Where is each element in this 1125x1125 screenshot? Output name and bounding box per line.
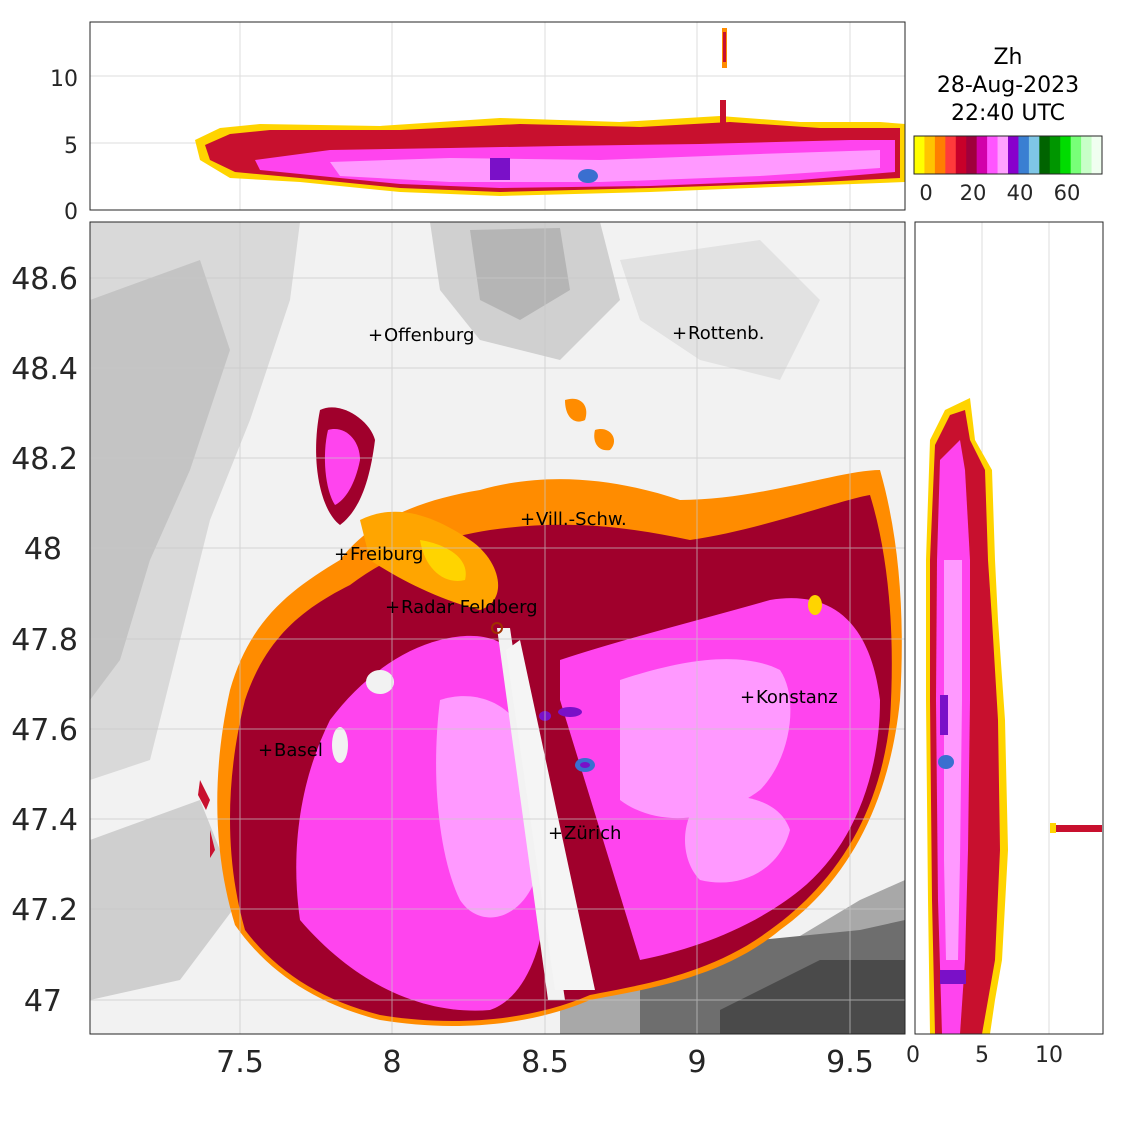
x-tick-label: 9.5 (826, 1045, 874, 1080)
city-markers: + Offenburg + Rottenb. + Vill.-Schw. + Freib… (258, 323, 838, 844)
colorbar-swatch (976, 136, 988, 174)
right-frame (914, 221, 1104, 1035)
colorbar-swatch (934, 136, 946, 174)
svg-text:+: + (548, 823, 563, 844)
colorbar: Zh 28-Aug-2023 22:40 UTC 0 20 40 60 (913, 45, 1103, 205)
x-tick-label: 8.5 (521, 1045, 569, 1080)
top-section-panel: 10 5 0 (50, 21, 906, 225)
colorbar-swatch (1081, 136, 1093, 174)
right-section-echo (926, 398, 1102, 1034)
map-y-axis: 48.6 48.4 48.2 48 47.8 47.6 47.4 47.2 47 (11, 262, 78, 1019)
colorbar-tick-label: 20 (960, 181, 987, 205)
colorbar-tick-label: 60 (1054, 181, 1081, 205)
right-x-tick-label: 5 (975, 1043, 989, 1068)
radar-echo (198, 398, 902, 1026)
city-label-basel: Basel (274, 740, 323, 761)
city-marker: + Vill.-Schw. (520, 509, 627, 530)
svg-text:+: + (672, 323, 687, 344)
y-tick-label: 47 (24, 984, 62, 1019)
top-section-echo (195, 28, 905, 196)
colorbar-swatch (1049, 136, 1061, 174)
colorbar-swatch (987, 136, 999, 174)
colorbar-swatch (1060, 136, 1072, 174)
y-tick-label: 48.4 (11, 352, 78, 387)
x-tick-label: 8 (382, 1045, 401, 1080)
colorbar-swatch (914, 136, 925, 174)
right-x-tick-label: 10 (1035, 1043, 1063, 1068)
colorbar-swatches (914, 136, 1103, 174)
colorbar-swatch (1028, 136, 1040, 174)
y-tick-label: 47.6 (11, 713, 78, 748)
colorbar-swatch (966, 136, 978, 174)
y-tick-label: 48.2 (11, 442, 78, 477)
colorbar-swatch (997, 136, 1009, 174)
y-tick-label: 47.8 (11, 623, 78, 658)
colorbar-title-time: 22:40 UTC (951, 101, 1065, 126)
city-marker: + Offenburg (368, 325, 474, 346)
colorbar-title-date: 28-Aug-2023 (937, 73, 1079, 98)
city-label-rottenburg: Rottenb. (688, 323, 764, 344)
right-section-panel: 0 5 10 (906, 221, 1104, 1068)
colorbar-swatch (1018, 136, 1030, 174)
top-frame (89, 21, 906, 211)
map-panel: + Offenburg + Rottenb. + Vill.-Schw. + Freib… (11, 221, 906, 1080)
y-tick-label: 48 (24, 532, 62, 567)
city-marker: + Rottenb. (672, 323, 764, 344)
y-tick-label: 47.4 (11, 803, 78, 838)
city-marker: + Freiburg (334, 544, 423, 565)
right-x-tick-label: 0 (906, 1043, 920, 1068)
map-x-axis: 7.5 8 8.5 9 9.5 (216, 1045, 874, 1080)
colorbar-frame (913, 135, 1103, 175)
map-frame (89, 221, 906, 1035)
svg-text:+: + (258, 740, 273, 761)
svg-text:+: + (385, 597, 400, 618)
y-tick-label: 48.6 (11, 262, 78, 297)
svg-text:+: + (334, 544, 349, 565)
top-y-tick-label: 10 (50, 67, 78, 92)
colorbar-swatch (1008, 136, 1019, 174)
colorbar-swatch (1091, 136, 1103, 174)
terrain-background (90, 222, 905, 1034)
colorbar-tick-label: 40 (1007, 181, 1034, 205)
top-y-tick-label: 5 (64, 134, 78, 159)
city-marker: + Basel (258, 740, 323, 761)
city-label-offenburg: Offenburg (384, 325, 474, 346)
top-y-tick-label: 0 (64, 200, 78, 225)
colorbar-tick-label: 0 (919, 181, 932, 205)
colorbar-swatch (1039, 136, 1051, 174)
city-marker: + Zürich (548, 823, 621, 844)
svg-text:+: + (740, 687, 755, 708)
radar-site-marker (491, 622, 503, 634)
city-label-zurich: Zürich (564, 823, 621, 844)
city-label-villingen-schwenningen: Vill.-Schw. (536, 509, 627, 530)
city-marker: + Radar Feldberg (385, 597, 538, 618)
colorbar-swatch (955, 136, 967, 174)
x-tick-label: 7.5 (216, 1045, 264, 1080)
map-gridlines (90, 222, 905, 1034)
city-label-freiburg: Freiburg (350, 544, 423, 565)
svg-text:+: + (368, 325, 383, 346)
colorbar-title-variable: Zh (993, 45, 1022, 70)
y-tick-label: 47.2 (11, 893, 78, 928)
colorbar-swatch (924, 136, 936, 174)
city-label-radar-feldberg: Radar Feldberg (401, 597, 538, 618)
colorbar-swatch (945, 136, 957, 174)
svg-text:+: + (520, 509, 535, 530)
colorbar-swatch (1070, 136, 1082, 174)
city-label-konstanz: Konstanz (756, 687, 838, 708)
city-marker: + Konstanz (740, 687, 838, 708)
x-tick-label: 9 (687, 1045, 706, 1080)
